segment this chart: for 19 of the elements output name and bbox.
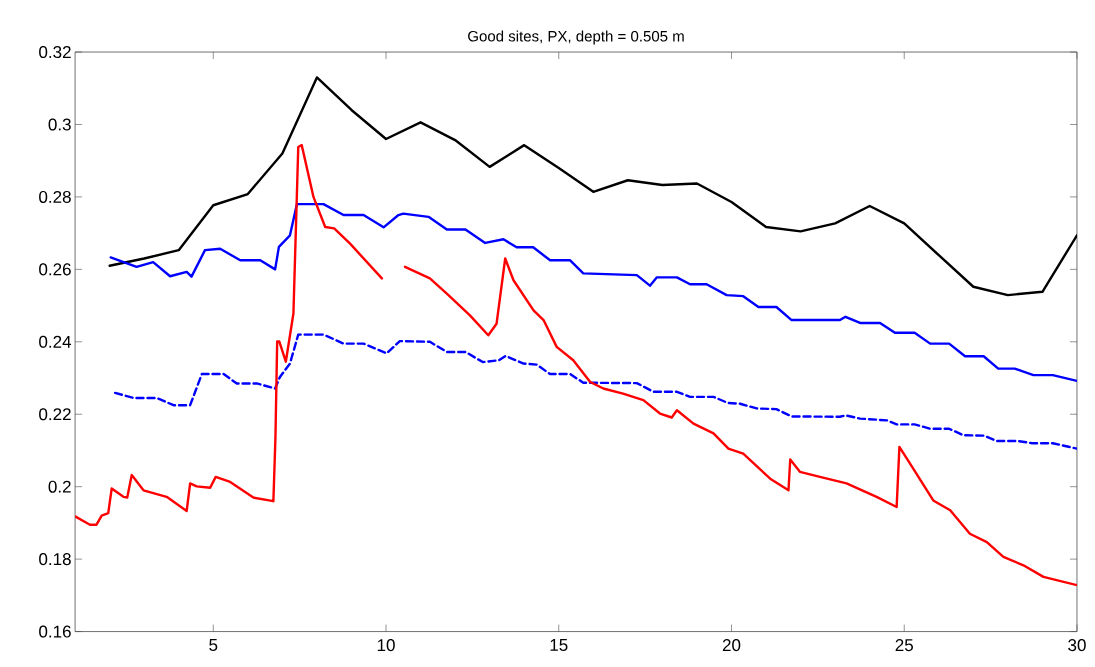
- line-series: [108, 76, 1077, 297]
- y-tick-label: 0.18: [39, 553, 71, 566]
- x-tick-label: 15: [550, 639, 568, 652]
- x-tick-label: 30: [1068, 639, 1086, 652]
- y-tick-label: 0.24: [39, 335, 72, 349]
- y-tick-label: 0.22: [39, 408, 71, 421]
- y-tick-label: 0.28: [39, 191, 71, 204]
- line-series: [113, 333, 1077, 451]
- y-tick-label: 0.3: [48, 118, 71, 131]
- x-tick-label: 5: [209, 639, 218, 652]
- y-tick-label: 0.32: [39, 46, 71, 59]
- y-tick-label: 0.2: [48, 480, 71, 493]
- line-series: [109, 203, 1077, 383]
- y-tick-label: 0.16: [39, 625, 71, 638]
- chart-title: Good sites, PX, depth = 0.505 m: [468, 30, 684, 45]
- x-tick-label: 20: [722, 639, 741, 652]
- x-tick-label: 25: [895, 639, 913, 652]
- y-tick-label: 0.26: [39, 263, 71, 276]
- x-tick-label: 10: [377, 639, 395, 652]
